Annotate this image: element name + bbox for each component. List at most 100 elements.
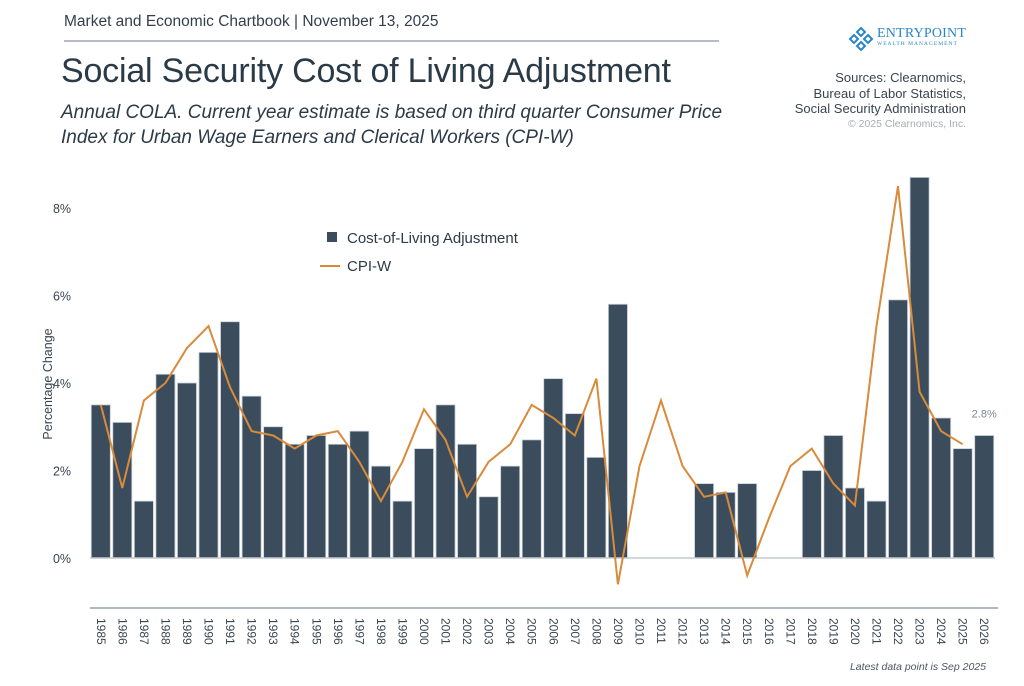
x-tick-label: 2016 (762, 618, 776, 645)
cola-bar-2024 (931, 417, 952, 559)
x-tick-label: 2022 (891, 618, 905, 645)
page-subtitle: Annual COLA. Current year estimate is ba… (61, 100, 761, 150)
subtitle-line-2: Index for Urban Wage Earners and Clerica… (61, 127, 574, 148)
cola-bar-2021 (866, 500, 887, 559)
sources-line-1: Sources: Clearnomics, (835, 70, 966, 85)
x-tick-label: 2012 (676, 618, 690, 645)
cola-bar-2005 (521, 439, 542, 559)
x-tick-label: 2021 (870, 618, 884, 645)
cola-bar-2000 (414, 448, 434, 559)
cola-bar-1993 (263, 426, 284, 559)
cola-bar-1990 (198, 351, 219, 559)
x-tick-label: 2019 (826, 618, 840, 645)
y-tick-label: 6% (53, 290, 71, 304)
x-tick-label: 1994 (288, 618, 302, 645)
logo-tagline: WEALTH MANAGEMENT (877, 41, 958, 47)
y-tick-label: 2% (53, 465, 71, 479)
x-tick-label: 1989 (180, 618, 194, 645)
x-tick-label: 1986 (115, 618, 129, 645)
cola-bar-2004 (500, 465, 521, 559)
cpi-w-line (99, 185, 964, 585)
cola-bar-2025 (952, 448, 973, 559)
cola-bar-1986 (112, 421, 133, 559)
diamond-cluster-icon (848, 26, 874, 52)
page-title: Social Security Cost of Living Adjustmen… (61, 52, 671, 90)
x-tick-label: 2024 (934, 618, 948, 645)
x-tick-label: 2007 (568, 618, 582, 645)
cola-bar-2008 (586, 456, 607, 559)
cola-bar-1987 (133, 500, 154, 559)
y-axis: 0% 2% 4% 6% 8% (53, 202, 71, 566)
annotation-label: 2.8% (972, 409, 997, 421)
y-tick-label: 0% (53, 552, 71, 566)
sources-block: Sources: Clearnomics, Bureau of Labor St… (795, 70, 966, 117)
sources-line-2: Bureau of Labor Statistics, (813, 85, 966, 101)
x-tick-label: 1985 (94, 618, 108, 645)
cola-bar-1989 (177, 382, 197, 559)
header-divider (64, 40, 719, 42)
x-tick-label: 2014 (719, 618, 733, 645)
cola-bar-1988 (155, 373, 176, 559)
x-tick-label: 2020 (848, 618, 862, 645)
cola-bar-1995 (306, 435, 327, 559)
y-tick-label: 8% (53, 202, 71, 216)
y-tick-label: 4% (53, 377, 71, 391)
cola-bar-2026 (974, 435, 995, 559)
x-tick-label: 2003 (482, 618, 496, 645)
x-tick-label: 2006 (546, 618, 560, 645)
chartbook-kicker: Market and Economic Chartbook | November… (64, 13, 439, 30)
entrypoint-logo: EntryPoint WEALTH MANAGEMENT (848, 26, 966, 52)
x-tick-label: 2018 (805, 618, 819, 645)
x-tick-label: 1987 (137, 618, 151, 645)
cola-bar-1994 (284, 443, 305, 559)
x-tick-label: 2013 (697, 618, 711, 645)
cola-bar-1996 (327, 443, 348, 559)
x-tick-label: 2000 (417, 618, 431, 645)
legend-label-cola: Cost-of-Living Adjustment (347, 230, 519, 247)
cola-bar-2002 (457, 443, 478, 559)
cola-bars (90, 176, 995, 559)
copyright: © 2025 Clearnomics, Inc. (847, 118, 966, 130)
legend-swatch-cola (327, 232, 337, 242)
sources-line-3: Social Security Administration (794, 101, 966, 116)
cola-bar-1992 (241, 395, 262, 559)
x-tick-label: 2026 (977, 618, 991, 645)
cola-bar-1998 (370, 465, 391, 559)
cola-bar-2001 (435, 404, 456, 559)
x-tick-label: 2017 (783, 618, 797, 645)
x-tick-label: 2010 (633, 618, 647, 645)
x-tick-label: 1998 (374, 618, 388, 645)
x-tick-label: 2015 (740, 618, 754, 645)
legend-label-cpi: CPI-W (347, 258, 392, 275)
x-tick-label: 2023 (913, 618, 927, 645)
cola-bar-2006 (543, 378, 564, 559)
subtitle-line-1: Annual COLA. Current year estimate is ba… (61, 102, 723, 123)
x-tick-label: 1992 (245, 618, 259, 645)
cola-bar-2023 (909, 176, 930, 559)
x-tick-label: 1995 (309, 618, 323, 645)
footnote: Latest data point is Sep 2025 (849, 661, 986, 673)
x-tick-label: 1990 (202, 618, 216, 645)
cola-bar-1991 (220, 321, 240, 559)
x-tick-label: 1993 (266, 618, 280, 645)
x-tick-label: 2004 (503, 618, 517, 645)
cola-bar-2003 (478, 496, 499, 559)
x-tick-label: 2009 (611, 618, 625, 645)
cola-bar-1997 (349, 430, 370, 559)
x-tick-label: 2008 (589, 618, 603, 645)
cola-bar-2022 (888, 299, 908, 559)
chart-legend: Cost-of-Living Adjustment CPI-W (320, 230, 519, 275)
x-axis-ticks: 1985 1986 1987 1988 1989 1990 1991 1992 1993 1994… (94, 618, 991, 645)
x-tick-label: 2005 (525, 618, 539, 645)
x-tick-label: 2001 (439, 618, 453, 645)
x-tick-label: 1988 (158, 618, 172, 645)
x-tick-label: 1997 (352, 618, 366, 645)
cola-bar-2018 (801, 470, 822, 559)
x-tick-label: 1996 (331, 618, 345, 645)
cola-bar-1999 (392, 500, 413, 559)
cola-bar-2014 (715, 491, 736, 559)
x-tick-label: 2025 (956, 618, 970, 645)
x-tick-label: 1991 (223, 618, 237, 645)
x-tick-label: 2011 (654, 618, 668, 644)
